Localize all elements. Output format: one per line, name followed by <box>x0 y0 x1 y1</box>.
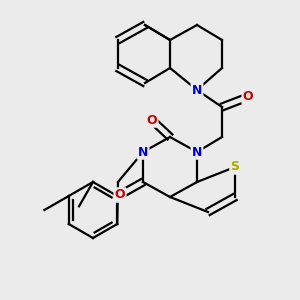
Text: O: O <box>243 91 253 103</box>
Text: S: S <box>230 160 239 173</box>
Text: N: N <box>192 83 202 97</box>
Text: N: N <box>192 146 202 158</box>
Text: O: O <box>147 113 157 127</box>
Text: N: N <box>138 146 148 158</box>
Text: O: O <box>115 188 125 202</box>
